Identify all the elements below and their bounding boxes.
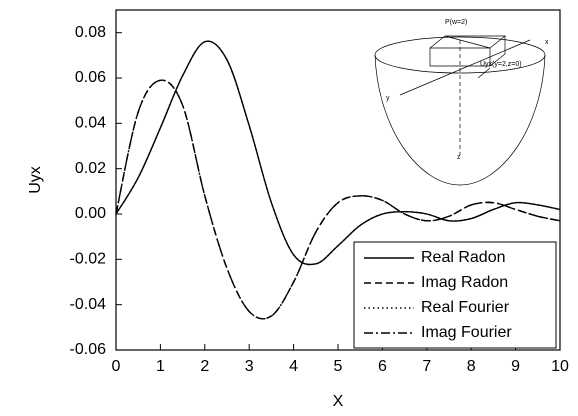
x-tick-label: 7 [422,358,431,375]
series-line [115,40,561,266]
x-tick-label: 2 [200,358,209,375]
inset-label: x [545,39,549,46]
y-tick-label: 0.08 [75,24,106,41]
x-tick-label: 0 [112,358,121,375]
legend-label: Imag Radon [421,274,508,291]
inset-axis [399,39,531,96]
inset [374,35,546,186]
inset-label: Uyx(y=2,z=0) [480,61,522,68]
y-tick-label: 0.02 [75,160,106,177]
y-tick-label: 0.06 [75,69,106,86]
legend-box [353,241,557,349]
x-tick-label: 5 [334,358,343,375]
x-tick-label: 9 [511,358,520,375]
y-tick-label: 0.00 [75,205,106,222]
legend-label: Real Radon [421,249,506,266]
x-tick-label: 6 [378,358,387,375]
x-tick-label: 4 [289,358,298,375]
series-line [115,79,561,320]
x-tick-label: 10 [551,358,569,375]
inset-label: y [386,95,390,102]
series-line [115,40,561,266]
inset-bowl [374,54,546,186]
x-tick-label: 8 [467,358,476,375]
inset-arrow [477,67,491,79]
inset-label: z [457,154,461,161]
inset-label: P(w=2) [445,19,467,26]
x-axis-label: X [333,393,344,410]
y-axis-label: Uyx [27,166,44,194]
x-tick-label: 3 [245,358,254,375]
legend-label: Real Fourier [421,299,510,316]
y-tick-label: -0.04 [70,296,107,313]
x-tick-label: 1 [156,358,165,375]
legend-label: Imag Fourier [421,324,512,341]
y-tick-label: 0.04 [75,115,106,132]
y-tick-label: -0.02 [70,251,107,268]
inset-block [429,35,506,67]
y-tick-label: -0.06 [70,341,107,358]
